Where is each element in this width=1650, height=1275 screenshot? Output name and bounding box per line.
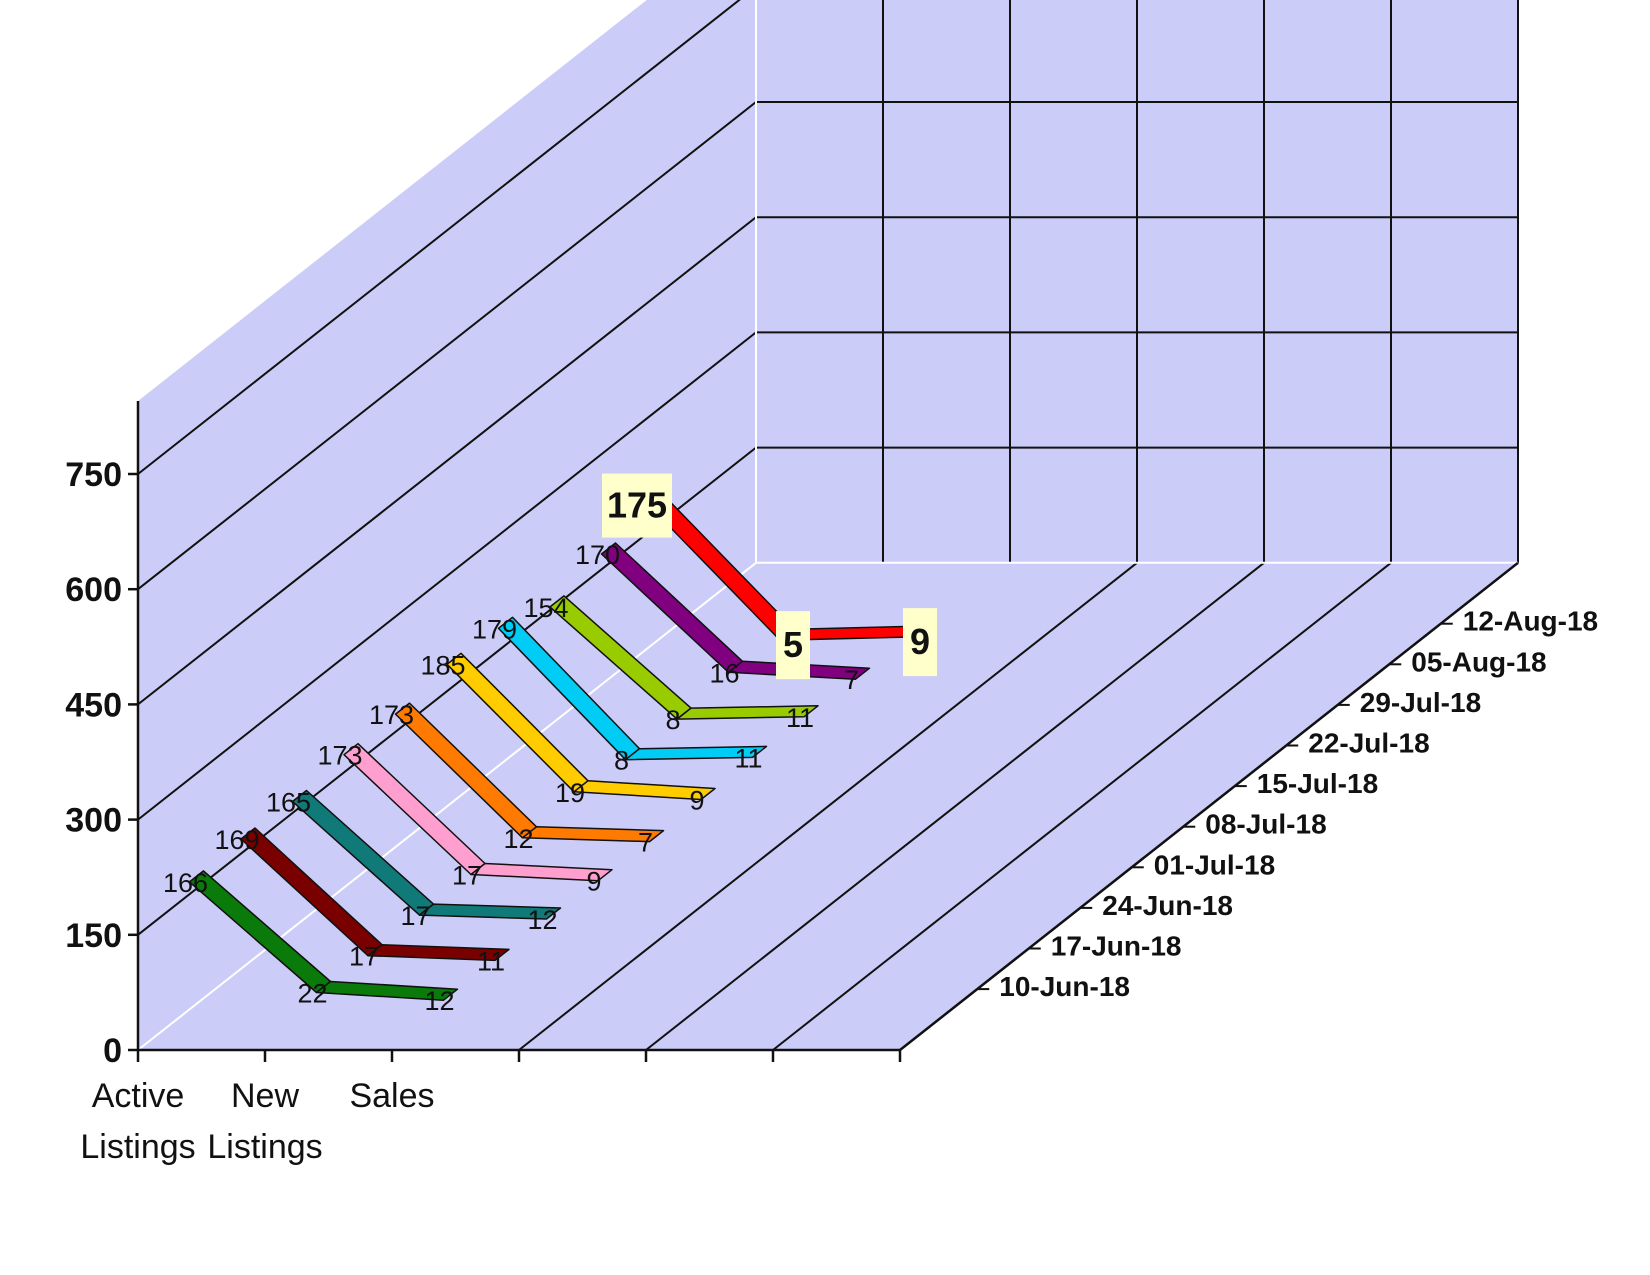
category-label-2-0: Sales — [349, 1077, 434, 1115]
chart-axes: 0 150 300 450 600 750 Active Listings New Listing… — [65, 401, 1598, 1166]
category-label-1-0: New — [231, 1077, 299, 1115]
series-label-1: 17-Jun-18 — [1051, 931, 1182, 962]
data-label-8-1: 16 — [709, 658, 739, 688]
data-label-6-1: 8 — [614, 746, 629, 776]
series-ribbon-5 — [446, 652, 716, 801]
series-label-9: 12-Aug-18 — [1463, 606, 1598, 637]
series-ribbon-6 — [497, 616, 768, 761]
data-label-box-9-2 — [903, 608, 937, 677]
data-label-7-1: 8 — [665, 705, 680, 735]
series-label-4: 08-Jul-18 — [1205, 809, 1326, 840]
data-label-2-2: 12 — [527, 905, 557, 935]
data-label-8-0: 170 — [575, 540, 620, 570]
data-label-0-1: 22 — [297, 979, 327, 1009]
series-ribbon-7 — [549, 595, 819, 720]
y-tick-label-0: 0 — [103, 1032, 122, 1070]
data-label-9-2: 9 — [910, 621, 930, 662]
series-label-5: 15-Jul-18 — [1257, 768, 1378, 799]
gridline-750 — [137, 0, 741, 475]
floor-depth-line-5 — [772, 562, 1392, 1051]
ribbon-segment-0-1 — [315, 980, 459, 1001]
data-label-5-2: 9 — [689, 785, 704, 815]
series-ribbon-3 — [343, 742, 613, 882]
chart-walls — [138, 0, 1518, 1050]
category-label-0-1: Listings — [80, 1128, 195, 1166]
ribbon-segment-5-1 — [573, 780, 716, 801]
series-ribbon-1 — [240, 827, 510, 962]
data-label-5-0: 185 — [420, 650, 465, 680]
category-label-1-1: Listings — [207, 1128, 322, 1166]
data-label-0-2: 12 — [424, 986, 454, 1016]
ribbon-segment-1-1 — [367, 943, 510, 962]
y-tick-label-300: 300 — [65, 802, 122, 840]
data-label-0-0: 166 — [163, 868, 208, 898]
data-label-7-2: 11 — [786, 703, 814, 733]
data-label-4-2: 7 — [638, 828, 653, 858]
chart-series — [188, 497, 922, 1001]
data-label-9-0: 175 — [607, 485, 667, 526]
data-label-5-1: 19 — [555, 778, 585, 808]
ribbon-segment-6-1 — [624, 745, 768, 761]
data-label-1-1: 17 — [349, 942, 379, 972]
series-ribbon-2 — [291, 789, 562, 920]
series-label-6: 22-Jul-18 — [1308, 728, 1429, 759]
data-label-4-1: 12 — [503, 824, 533, 854]
series-label-8: 05-Aug-18 — [1411, 646, 1546, 677]
floor-depth-line-4 — [645, 562, 1265, 1051]
series-label-0: 10-Jun-18 — [999, 971, 1130, 1002]
series-label-2: 24-Jun-18 — [1102, 890, 1233, 921]
data-label-2-1: 17 — [400, 901, 430, 931]
data-label-6-0: 179 — [472, 614, 517, 644]
ribbon-segment-2-1 — [418, 903, 562, 920]
depth-axis — [899, 561, 1519, 1051]
ribbon-segment-4-1 — [521, 826, 665, 843]
data-label-1-2: 11 — [477, 946, 505, 976]
data-label-2-0: 165 — [266, 787, 311, 817]
data-label-6-2: 11 — [734, 743, 762, 773]
series-label-7: 29-Jul-18 — [1360, 687, 1481, 718]
data-label-box-9-1 — [776, 611, 810, 680]
category-label-0-0: Active — [92, 1077, 185, 1115]
data-label-7-0: 154 — [523, 593, 568, 623]
data-label-3-0: 173 — [317, 741, 362, 771]
data-label-box-9-0 — [602, 473, 672, 538]
y-tick-label-600: 600 — [65, 571, 122, 609]
series-ribbon-4 — [394, 702, 665, 843]
ribbon-segment-3-1 — [470, 862, 613, 882]
data-label-1-0: 169 — [214, 825, 259, 855]
left-wall — [138, 0, 756, 1050]
data-label-8-2: 7 — [844, 665, 859, 695]
ribbon-segment-7-1 — [676, 705, 819, 720]
series-ribbon-0 — [188, 870, 459, 1001]
data-label-9-1: 5 — [783, 624, 803, 665]
y-tick-label-450: 450 — [65, 686, 122, 724]
left-bottom-edge — [137, 562, 757, 1051]
data-label-3-1: 17 — [452, 861, 482, 891]
y-tick-label-150: 150 — [65, 917, 122, 955]
y-tick-label-750: 750 — [65, 456, 122, 494]
data-label-3-2: 9 — [586, 867, 601, 897]
floor-depth-line-3 — [518, 562, 1138, 1051]
data-label-4-0: 173 — [369, 700, 414, 730]
series-label-3: 01-Jul-18 — [1154, 849, 1275, 880]
